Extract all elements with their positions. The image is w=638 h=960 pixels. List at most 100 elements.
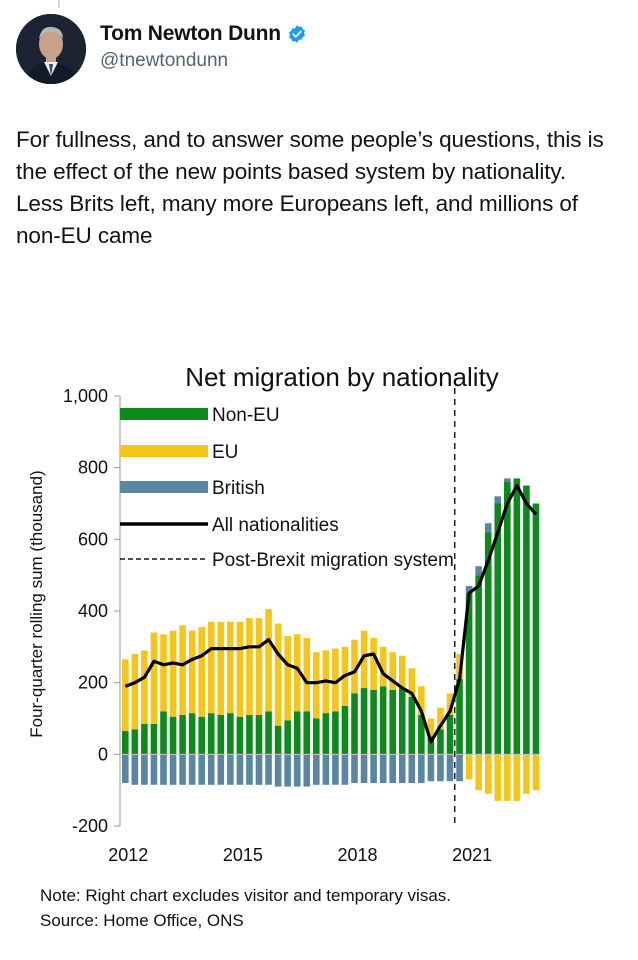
y-tick-label: 400: [78, 601, 108, 621]
bar-eu: [427, 718, 435, 737]
bar-british: [313, 754, 320, 785]
bar-eu: [313, 652, 320, 719]
bar-eu: [379, 646, 387, 687]
bar-british: [379, 754, 387, 783]
line-all-nationalities: [124, 484, 538, 744]
thread-line: [58, 0, 60, 8]
bar-non-eu: [217, 714, 225, 755]
avatar[interactable]: [16, 14, 86, 84]
bar-eu: [389, 652, 396, 690]
bar-british: [293, 754, 301, 787]
bar-british: [446, 754, 454, 782]
x-tick-label: 2021: [452, 845, 492, 865]
bar-british: [475, 566, 482, 576]
bar-non-eu: [169, 716, 177, 755]
tweet-header: Tom Newton Dunn @tnewtondunn: [16, 14, 616, 84]
bar-non-eu: [255, 714, 263, 755]
bar-eu: [418, 686, 425, 715]
bar-eu: [207, 621, 215, 714]
bar-non-eu: [379, 686, 387, 755]
bar-eu: [265, 609, 272, 712]
bar-british: [408, 754, 416, 783]
bar-british: [160, 754, 167, 785]
bar-eu: [370, 637, 377, 690]
bar-non-eu: [131, 729, 139, 755]
bar-non-eu: [446, 714, 454, 755]
bar-british: [188, 754, 196, 785]
bar-non-eu: [418, 714, 425, 755]
bar-british: [274, 754, 282, 787]
chart-note: Note: Right chart excludes visitor and t…: [40, 886, 451, 905]
bar-eu: [360, 630, 368, 689]
bar-british: [217, 754, 225, 785]
bar-eu: [150, 632, 158, 724]
bar-eu: [513, 754, 521, 801]
bar-non-eu: [160, 711, 167, 755]
bar-non-eu: [360, 688, 368, 755]
bar-non-eu: [313, 718, 320, 755]
display-name[interactable]: Tom Newton Dunn: [100, 22, 281, 45]
bar-eu: [198, 627, 205, 717]
bar-eu: [303, 637, 311, 712]
bar-non-eu: [246, 714, 253, 755]
bar-non-eu: [341, 705, 349, 755]
bar-non-eu: [532, 503, 540, 755]
bar-non-eu: [370, 689, 377, 755]
bar-non-eu: [227, 713, 234, 755]
bar-eu: [484, 754, 492, 794]
x-tick-label: 2015: [223, 845, 263, 865]
bar-eu: [274, 623, 282, 726]
bar-eu: [169, 630, 177, 717]
bar-british: [418, 754, 425, 783]
handle[interactable]: @tnewtondunn: [100, 50, 229, 71]
bar-non-eu: [198, 716, 205, 755]
bar-british: [494, 496, 502, 504]
bar-eu: [284, 636, 291, 721]
bar-british: [351, 754, 358, 783]
bar-eu: [437, 707, 444, 730]
bar-british: [360, 754, 368, 783]
bar-non-eu: [322, 713, 330, 755]
bar-eu: [255, 618, 263, 715]
bar-non-eu: [332, 711, 339, 755]
avatar-photo-icon: [16, 14, 86, 84]
bar-non-eu: [408, 697, 416, 755]
bar-british: [398, 754, 406, 783]
bar-non-eu: [389, 689, 396, 755]
bar-non-eu: [274, 725, 282, 755]
bar-british: [227, 754, 234, 785]
bar-eu: [246, 618, 253, 715]
bar-eu: [293, 634, 301, 712]
bar-british: [370, 754, 377, 783]
bar-eu: [217, 621, 225, 715]
bar-non-eu: [141, 723, 148, 755]
legend-swatch-bar: [120, 445, 208, 457]
bar-eu: [494, 754, 502, 801]
author-block: Tom Newton Dunn @tnewtondunn: [100, 22, 307, 72]
bar-non-eu: [303, 711, 311, 755]
bar-non-eu: [284, 720, 291, 755]
bar-eu: [398, 655, 406, 689]
bar-british: [332, 754, 339, 785]
bar-non-eu: [179, 714, 186, 755]
bar-eu: [475, 754, 482, 791]
bar-british: [389, 754, 396, 783]
bar-eu: [179, 625, 186, 715]
bar-eu: [131, 654, 139, 730]
bar-non-eu: [236, 716, 244, 755]
bar-non-eu: [188, 713, 196, 755]
bar-non-eu: [150, 723, 158, 755]
bar-eu: [188, 630, 196, 714]
x-tick-label: 2018: [337, 845, 377, 865]
bar-non-eu: [504, 482, 511, 755]
y-tick-label: 600: [78, 529, 108, 549]
legend-label: Post-Brexit migration system: [212, 550, 454, 571]
bar-non-eu: [427, 736, 435, 755]
bar-eu: [236, 621, 244, 717]
bar-eu: [141, 650, 148, 724]
y-tick-label: 1,000: [63, 386, 108, 406]
bar-british: [236, 754, 244, 785]
bar-eu: [332, 648, 339, 712]
bar-british: [484, 523, 492, 533]
bar-eu: [160, 634, 167, 712]
